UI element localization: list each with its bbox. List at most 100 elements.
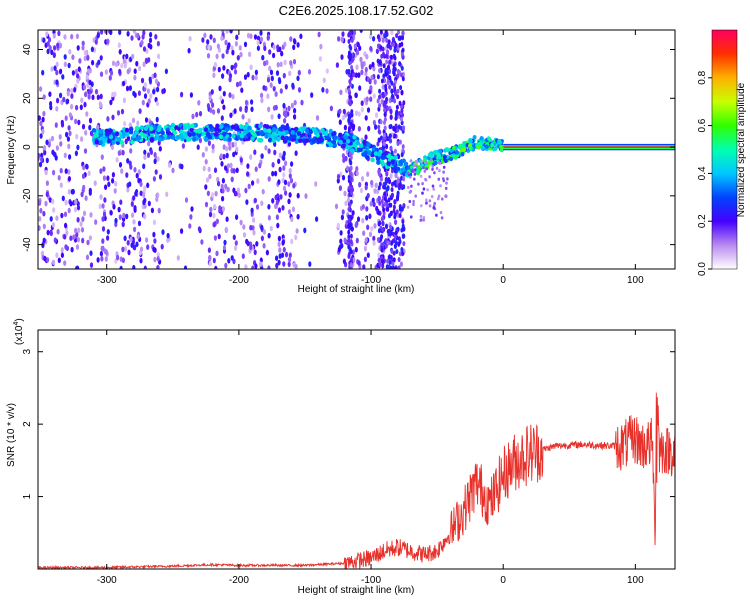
spectrogram-cell xyxy=(75,244,80,250)
spectrogram-cell xyxy=(406,171,410,175)
colorbar-tick-label: 0.8 xyxy=(697,70,708,84)
spectrogram-cell xyxy=(339,230,343,236)
spectrogram-cell xyxy=(401,47,405,53)
spectrogram-cell xyxy=(47,36,52,43)
spectrogram-cell xyxy=(294,150,298,156)
spectrogram-cell xyxy=(225,126,230,132)
spectrogram-cell xyxy=(249,33,253,39)
spectrogram-cell xyxy=(260,200,264,207)
spectrogram-cell xyxy=(280,135,285,141)
spectrogram-cell xyxy=(232,151,236,158)
spectrogram-cell xyxy=(57,30,61,37)
spectrogram-cell xyxy=(204,201,209,208)
spectrogram-cell xyxy=(390,30,394,36)
spectrogram-cell xyxy=(321,87,325,93)
spectrogram-cell xyxy=(110,144,114,151)
spectrogram-cell xyxy=(291,206,295,212)
spectrogram-cell xyxy=(74,118,78,125)
spectrogram-cell xyxy=(211,143,215,150)
spectrogram-cell xyxy=(431,164,435,168)
spectrogram-cell xyxy=(122,80,126,87)
spectrogram-cell xyxy=(232,168,236,174)
spectrogram-cell xyxy=(107,181,111,188)
spectrogram-cell xyxy=(294,263,298,269)
spectrogram-cell xyxy=(41,128,45,135)
spectrogram-cell xyxy=(122,58,126,65)
spectrogram-cell xyxy=(335,62,339,68)
spectrogram-cell xyxy=(99,93,103,100)
spectrogram-cell xyxy=(272,44,276,50)
spectrogram-cell xyxy=(217,180,221,187)
spectrogram-cell xyxy=(52,169,56,176)
spectrogram-cell xyxy=(261,188,265,195)
spectrogram-cell xyxy=(90,46,94,53)
spectrogram-cell xyxy=(378,68,381,74)
spectrogram-cell xyxy=(250,99,254,105)
spectrogram-cell xyxy=(118,49,122,55)
spectrogram-cell xyxy=(388,43,391,49)
spectrogram-cell xyxy=(369,201,373,207)
spectrogram-cell xyxy=(197,226,201,232)
spectrogram-cell xyxy=(106,229,110,235)
spectrogram-cell xyxy=(398,42,402,48)
spectrogram-cell xyxy=(41,69,45,76)
spectrogram-cell xyxy=(137,177,141,184)
spectrogram-cell xyxy=(381,263,385,269)
spectrogram-cell xyxy=(277,158,281,165)
spectrogram-cell xyxy=(402,233,406,239)
spectrogram-cell xyxy=(106,116,110,122)
spectrogram-cell xyxy=(376,74,380,80)
spectrogram-cell xyxy=(102,211,107,218)
spectrogram-cell xyxy=(152,219,156,226)
spectrogram-cell xyxy=(389,108,393,115)
spectrogram-cell xyxy=(99,194,103,200)
spectrogram-cell xyxy=(289,36,293,42)
spectrogram-cell xyxy=(212,109,216,115)
spectrogram-cell xyxy=(55,252,59,258)
spectrogram-cell xyxy=(294,126,299,132)
spectrogram-cell xyxy=(277,241,281,248)
spectrogram-cell xyxy=(292,44,296,51)
spectrogram-cell xyxy=(341,114,345,121)
spectrogram-cell xyxy=(220,115,224,121)
spectrogram-cell xyxy=(224,262,228,269)
spectrogram-cell xyxy=(278,152,282,158)
spectrogram-cell xyxy=(377,124,381,130)
spectrogram-cell xyxy=(42,94,46,100)
spectrogram-cell xyxy=(430,195,434,199)
spectrogram-cell xyxy=(186,137,191,142)
spectrogram-cell xyxy=(349,262,353,268)
spectrogram-cell xyxy=(260,153,264,159)
snr-frame xyxy=(37,329,676,570)
spectrogram-cell xyxy=(351,210,355,216)
spectrogram-cell xyxy=(146,152,151,158)
spectrogram-cell xyxy=(251,74,255,81)
spectrogram-cell xyxy=(46,229,50,236)
spectrogram-cell xyxy=(45,191,49,198)
spectrogram-cell xyxy=(341,209,345,215)
spectrogram-cell xyxy=(106,235,110,241)
spectrogram-cell xyxy=(283,41,287,48)
spectrogram-cell xyxy=(400,152,404,158)
spectrogram-cell xyxy=(145,237,149,243)
spectrogram-cell xyxy=(42,223,46,230)
spectrogram-cell xyxy=(153,256,157,263)
spectrogram-cell xyxy=(274,194,278,201)
spectrogram-cell xyxy=(231,133,236,139)
spectrogram-cell xyxy=(56,228,60,235)
spectrogram-cell xyxy=(282,155,286,161)
spectrogram-cell xyxy=(442,170,445,174)
spectrogram-cell xyxy=(60,252,64,258)
spectrogram-cell xyxy=(203,32,207,39)
spectrogram-cell xyxy=(318,56,322,62)
spectrogram-cell xyxy=(215,250,219,257)
spectrogram-cell xyxy=(44,169,48,176)
spectrogram-cell xyxy=(45,157,49,164)
spectrogram-y-ticks: -40 -20 0 20 40 xyxy=(22,44,675,252)
colorbar-tick-label: 0.6 xyxy=(697,118,708,132)
colorbar: 0.0 0.2 0.4 0.6 0.8 Normalized spectral ampl… xyxy=(697,29,747,276)
spectrogram-cell xyxy=(278,46,282,53)
spectrogram-cell xyxy=(214,131,219,137)
spectrogram-cell xyxy=(190,206,194,212)
spectrogram-cell xyxy=(262,85,266,91)
